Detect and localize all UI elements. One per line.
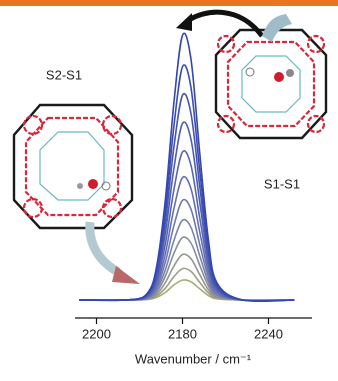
cage-left <box>12 103 134 230</box>
arrow-top <box>184 9 265 38</box>
x-tick-label: 2200 <box>82 326 111 341</box>
spectrum-line <box>79 121 295 302</box>
arrow-grey <box>85 221 121 276</box>
spectrum-line <box>79 150 295 302</box>
spectrum-line <box>79 279 295 301</box>
x-tick-label: 2180 <box>168 326 197 341</box>
cage-right <box>214 28 328 140</box>
x-tick-label: 2240 <box>254 326 283 341</box>
annotation: S2-S1 <box>46 67 82 82</box>
arrow-red <box>112 266 140 284</box>
spectrum-line <box>79 198 295 302</box>
arrow-head <box>176 13 192 31</box>
annotation: S1-S1 <box>264 176 300 191</box>
spectrum-line <box>79 218 295 302</box>
spectrum-line <box>79 253 295 302</box>
arrow-tail <box>262 14 292 42</box>
top-bar <box>0 0 338 6</box>
spectrum-line <box>79 32 295 303</box>
x-axis-label: Wavenumber / cm⁻¹ <box>135 351 252 366</box>
